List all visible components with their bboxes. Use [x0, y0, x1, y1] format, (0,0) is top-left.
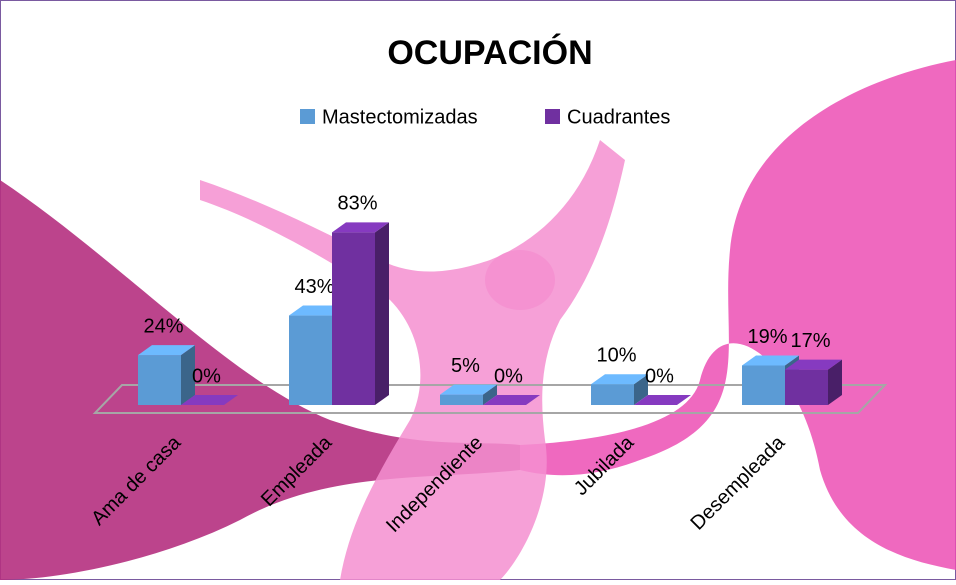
legend-label: Mastectomizadas — [322, 106, 478, 128]
bar-side — [375, 222, 389, 405]
value-label: 19% — [747, 326, 787, 348]
bar-front — [332, 232, 375, 405]
value-label: 83% — [337, 193, 377, 215]
legend-swatch — [300, 109, 315, 124]
value-label: 43% — [294, 276, 334, 298]
legend-swatch — [545, 109, 560, 124]
bar-front — [440, 395, 483, 405]
value-label: 10% — [596, 344, 636, 366]
bar-front — [742, 365, 785, 405]
decor-head — [485, 250, 555, 310]
bar-front — [289, 316, 332, 405]
value-label: 0% — [192, 365, 221, 387]
legend-label: Cuadrantes — [567, 106, 670, 128]
value-label: 17% — [790, 330, 830, 352]
bar-front — [138, 355, 181, 405]
value-label: 0% — [645, 365, 674, 387]
bar-front — [591, 384, 634, 405]
value-label: 0% — [494, 365, 523, 387]
bar-front — [785, 370, 828, 405]
value-label: 24% — [143, 315, 183, 337]
chart-title: OCUPACIÓN — [387, 34, 592, 72]
value-label: 5% — [451, 355, 480, 377]
chart: OCUPACIÓN Mastectomizadas Cuadrantes 24% 0%… — [0, 0, 956, 580]
